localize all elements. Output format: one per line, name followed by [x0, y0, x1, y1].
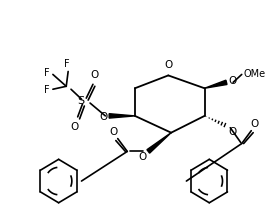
Text: O: O	[99, 112, 107, 122]
Text: F: F	[44, 68, 50, 78]
Polygon shape	[205, 80, 227, 88]
Text: S: S	[77, 96, 84, 106]
Text: O: O	[228, 76, 237, 86]
Text: F: F	[44, 85, 50, 95]
Text: OMe: OMe	[244, 69, 266, 79]
Polygon shape	[109, 114, 135, 118]
Text: O: O	[250, 119, 258, 129]
Text: O: O	[110, 127, 118, 137]
Text: O: O	[138, 152, 146, 162]
Polygon shape	[147, 133, 171, 153]
Text: O: O	[164, 60, 173, 70]
Text: O: O	[71, 122, 79, 132]
Text: F: F	[64, 59, 70, 68]
Text: O: O	[91, 70, 99, 80]
Text: O: O	[228, 127, 237, 137]
